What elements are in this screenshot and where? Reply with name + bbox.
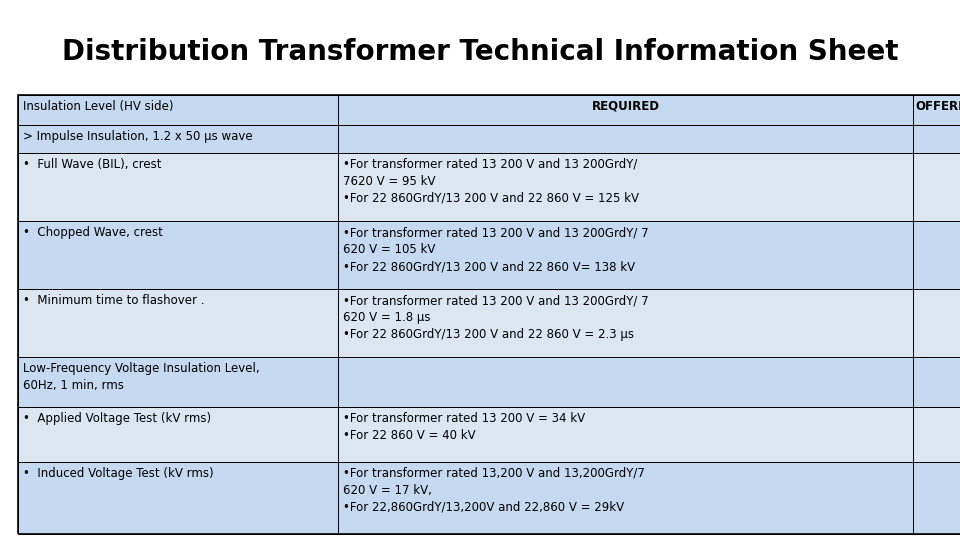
Bar	[913, 407, 960, 462]
Bar	[913, 95, 960, 125]
Text: •  Chopped Wave, crest: • Chopped Wave, crest	[23, 226, 163, 239]
Bar	[18, 95, 960, 534]
Bar	[338, 462, 913, 534]
Text: •For transformer rated 13 200 V = 34 kV
•For 22 860 V = 40 kV: •For transformer rated 13 200 V = 34 kV …	[343, 412, 586, 442]
Bar	[18, 125, 338, 153]
Bar	[18, 221, 338, 289]
Text: OFFERED: OFFERED	[915, 100, 960, 113]
Text: Distribution Transformer Technical Information Sheet: Distribution Transformer Technical Infor…	[61, 38, 899, 66]
Bar	[18, 407, 338, 462]
Bar	[18, 462, 338, 534]
Text: REQUIRED: REQUIRED	[591, 100, 660, 113]
Bar	[913, 221, 960, 289]
Bar	[913, 357, 960, 407]
Text: •For transformer rated 13 200 V and 13 200GrdY/ 7
620 V = 1.8 μs
•For 22 860GrdY: •For transformer rated 13 200 V and 13 2…	[343, 294, 649, 341]
Bar	[338, 407, 913, 462]
Text: •For transformer rated 13,200 V and 13,200GrdY/7
620 V = 17 kV,
•For 22,860GrdY/: •For transformer rated 13,200 V and 13,2…	[343, 467, 645, 514]
Bar	[913, 462, 960, 534]
Bar	[18, 289, 338, 357]
Bar	[338, 221, 913, 289]
Bar	[338, 289, 913, 357]
Bar	[338, 153, 913, 221]
Text: Insulation Level (HV side): Insulation Level (HV side)	[23, 100, 174, 113]
Text: •For transformer rated 13 200 V and 13 200GrdY/
7620 V = 95 kV
•For 22 860GrdY/1: •For transformer rated 13 200 V and 13 2…	[343, 158, 639, 205]
Bar	[913, 153, 960, 221]
Bar	[338, 357, 913, 407]
Text: •For transformer rated 13 200 V and 13 200GrdY/ 7
620 V = 105 kV
•For 22 860GrdY: •For transformer rated 13 200 V and 13 2…	[343, 226, 649, 273]
Bar	[338, 125, 913, 153]
Bar	[18, 95, 338, 125]
Text: •  Minimum time to flashover .: • Minimum time to flashover .	[23, 294, 204, 307]
Text: •  Induced Voltage Test (kV rms): • Induced Voltage Test (kV rms)	[23, 467, 214, 480]
Bar	[338, 95, 913, 125]
Text: Low-Frequency Voltage Insulation Level,
60Hz, 1 min, rms: Low-Frequency Voltage Insulation Level, …	[23, 362, 259, 392]
Text: > Impulse Insulation, 1.2 x 50 μs wave: > Impulse Insulation, 1.2 x 50 μs wave	[23, 130, 252, 143]
Bar	[913, 125, 960, 153]
Bar	[18, 153, 338, 221]
Text: •  Applied Voltage Test (kV rms): • Applied Voltage Test (kV rms)	[23, 412, 211, 425]
Text: •  Full Wave (BIL), crest: • Full Wave (BIL), crest	[23, 158, 161, 171]
Bar	[913, 289, 960, 357]
Bar	[18, 357, 338, 407]
